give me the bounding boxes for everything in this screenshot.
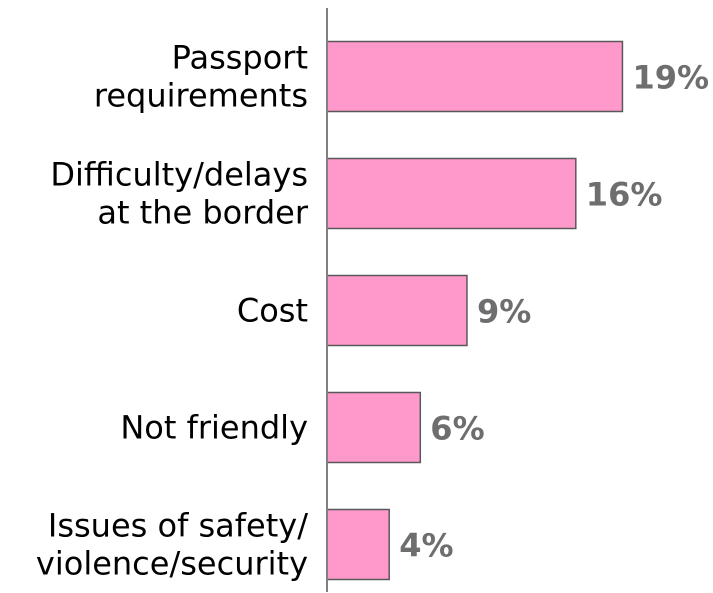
bar bbox=[326, 157, 577, 230]
value-label: 19% bbox=[632, 59, 709, 97]
bars-group bbox=[326, 40, 624, 581]
category-label: requirements bbox=[94, 77, 308, 115]
category-label: Issues of safety/ bbox=[48, 507, 308, 545]
category-label: Passport bbox=[172, 39, 308, 77]
value-label: 9% bbox=[477, 293, 531, 331]
category-label: violence/security bbox=[36, 545, 308, 583]
category-label: Not friendly bbox=[120, 409, 308, 447]
bar bbox=[326, 508, 390, 581]
bar bbox=[326, 40, 624, 113]
category-label: Difficulty/delays bbox=[50, 156, 308, 194]
value-label: 6% bbox=[430, 410, 484, 448]
value-label: 16% bbox=[586, 176, 663, 214]
bar bbox=[326, 391, 422, 464]
bar bbox=[326, 274, 468, 347]
value-label: 4% bbox=[399, 527, 453, 565]
category-label: Cost bbox=[237, 292, 308, 330]
category-label: at the border bbox=[97, 194, 309, 232]
